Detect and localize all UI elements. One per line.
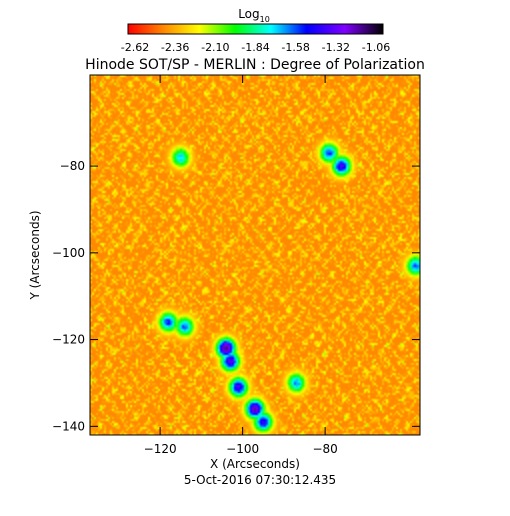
- chart-title: Hinode SOT/SP - MERLIN : Degree of Polar…: [85, 57, 425, 73]
- x-tick-label: −120: [144, 442, 177, 456]
- colorbar-tick-label: -1.58: [281, 41, 309, 54]
- colorbar-tick-label: -2.62: [121, 41, 149, 54]
- y-tick-label: −120: [52, 333, 85, 347]
- colorbar-tick-label: -2.10: [201, 41, 229, 54]
- colorbar-title: Log10: [238, 7, 270, 24]
- plot-frame: [89, 74, 421, 436]
- x-tick-label: −80: [312, 442, 337, 456]
- polarization-heatmap: [90, 75, 420, 435]
- y-tick-label: −140: [52, 419, 85, 433]
- colorbar-tick-label: -1.84: [241, 41, 269, 54]
- y-tick-label: −100: [52, 246, 85, 260]
- colorbar-tick-label: -1.06: [362, 41, 390, 54]
- observation-timestamp: 5-Oct-2016 07:30:12.435: [184, 473, 336, 487]
- colorbar-title-sub: 10: [260, 15, 270, 24]
- colorbar-ticks: -2.62 -2.36 -2.10 -1.84 -1.58 -1.32 -1.06: [121, 41, 390, 54]
- colorbar-tick-label: -2.36: [161, 41, 189, 54]
- y-axis: −80 −100 −120 −140: [52, 159, 420, 433]
- colorbar-tick-label: -1.32: [322, 41, 350, 54]
- y-axis-label: Y (Arcseconds): [28, 210, 42, 300]
- y-tick-label: −80: [60, 159, 85, 173]
- x-axis-label: X (Arcseconds): [210, 457, 300, 471]
- x-tick-label: −100: [226, 442, 259, 456]
- colorbar-title-base: Log: [238, 7, 259, 21]
- colorbar: [127, 23, 384, 35]
- x-axis: −120 −100 −80: [144, 75, 338, 456]
